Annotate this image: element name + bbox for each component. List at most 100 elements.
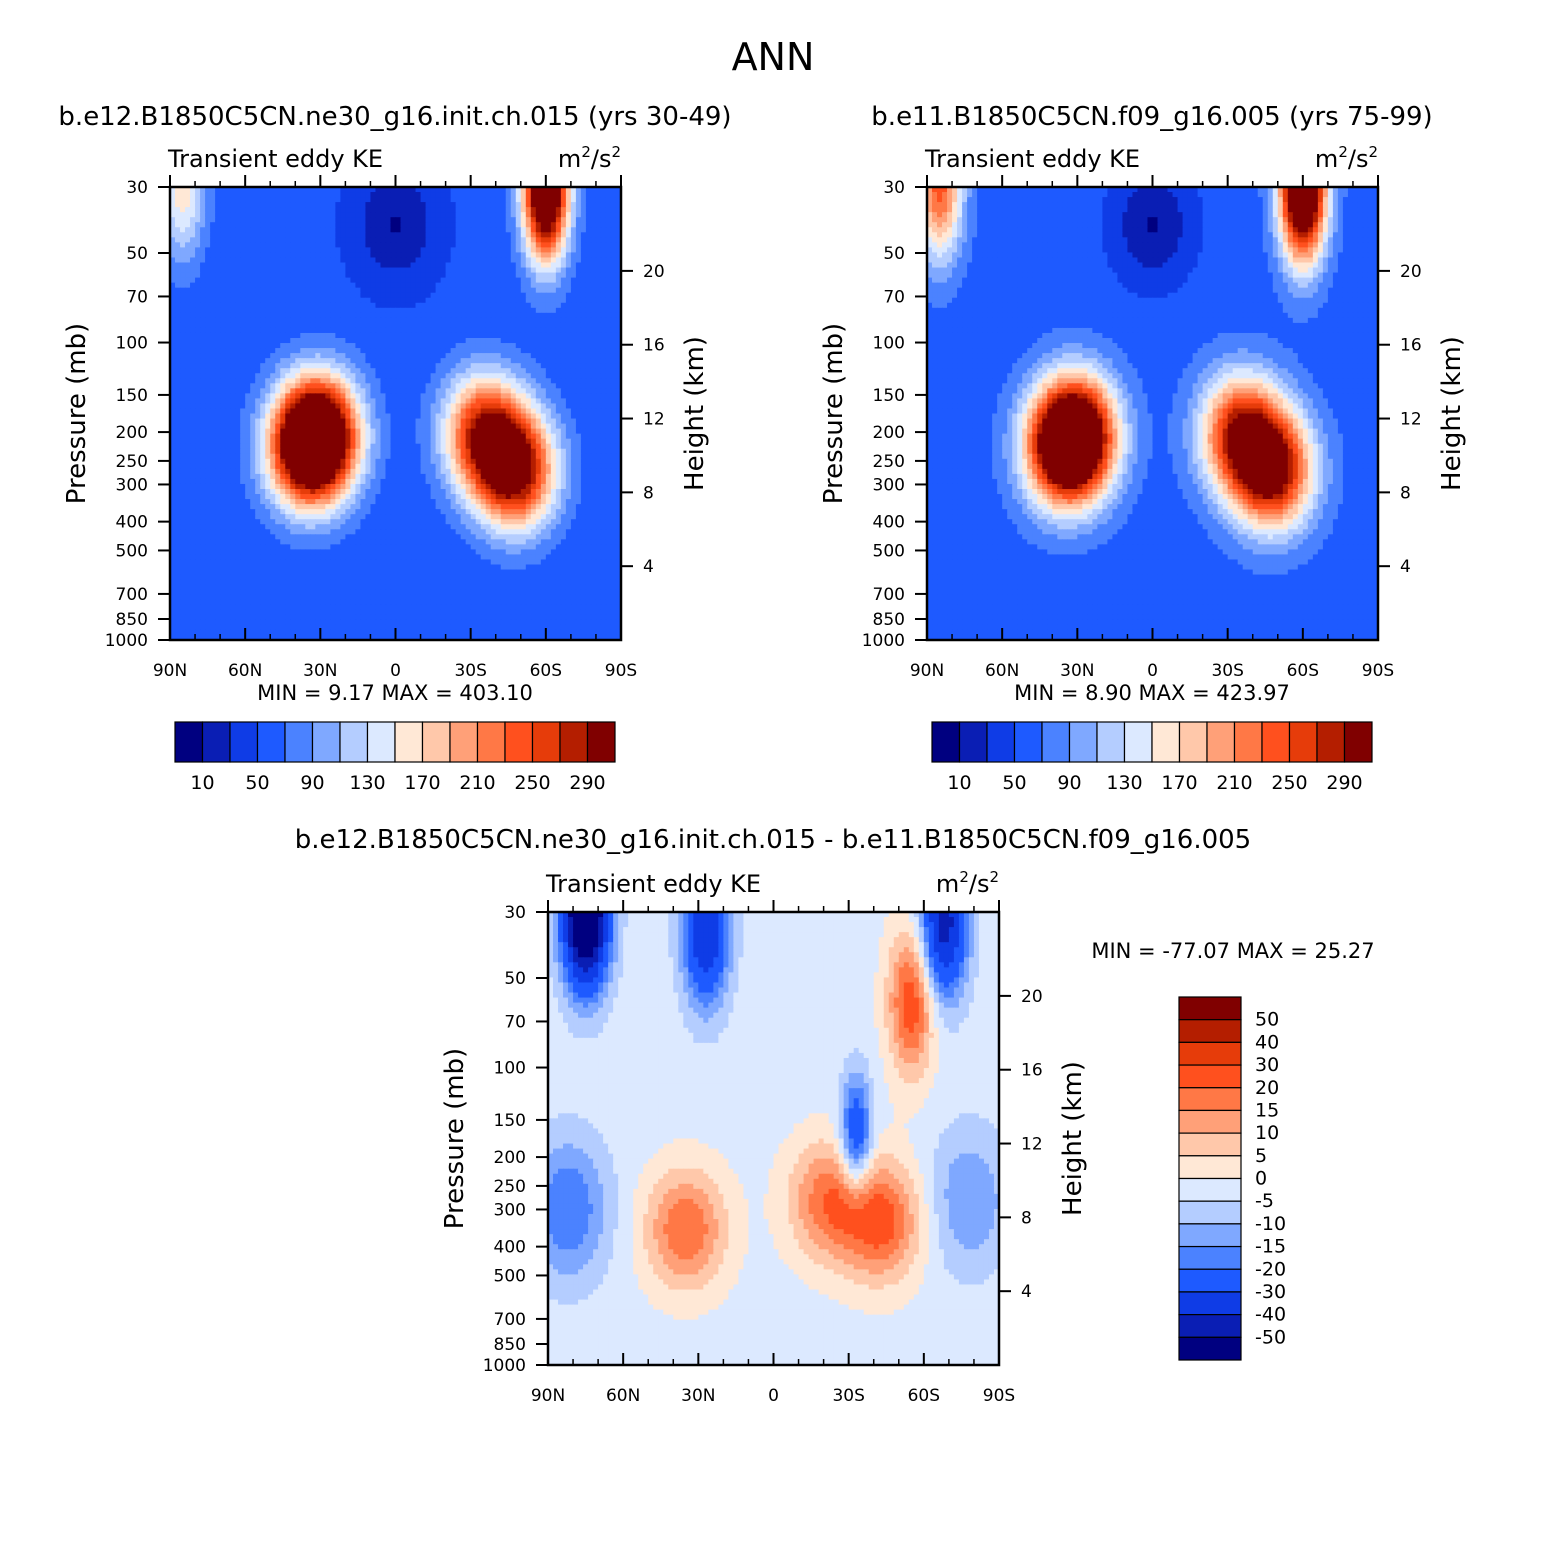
contour-cell (295, 322, 301, 329)
contour-cell (395, 413, 402, 420)
contour-cell (295, 257, 301, 264)
contour-cell (220, 262, 226, 269)
contour-cell (325, 202, 331, 208)
contour-cell (180, 207, 186, 213)
contour-cell (575, 262, 582, 269)
contour-cell (525, 287, 532, 294)
contour-cell (455, 312, 462, 319)
contour-cell (430, 237, 437, 243)
contour-cell (360, 187, 367, 193)
contour-cell (170, 453, 176, 460)
contour-cell (430, 227, 437, 233)
contour-cell (400, 393, 407, 399)
contour-cell (355, 403, 362, 410)
contour-cell (290, 332, 296, 339)
contour-cell (290, 257, 296, 264)
contour-cell (505, 212, 512, 218)
contour-cell (265, 217, 271, 223)
contour-cell (430, 277, 437, 284)
contour-cell (545, 322, 552, 329)
contour-cell (615, 282, 622, 289)
contour-cell (535, 217, 542, 223)
contour-cell (330, 438, 336, 445)
contour-cell (400, 322, 407, 329)
contour-cell (245, 348, 251, 354)
contour-cell (325, 312, 331, 319)
contour-cell (185, 358, 191, 364)
contour-cell (430, 272, 437, 279)
contour-cell (490, 202, 497, 208)
contour-cell (175, 207, 181, 213)
contour-cell (315, 227, 321, 233)
contour-cell (575, 363, 582, 369)
contour-cell (585, 262, 592, 269)
contour-cell (295, 353, 301, 359)
contour-cell (270, 443, 276, 450)
contour-cell (270, 423, 276, 430)
contour-cell (375, 247, 382, 254)
contour-cell (445, 418, 452, 425)
contour-cell (550, 423, 557, 430)
contour-cell (480, 433, 487, 440)
contour-cell (175, 317, 181, 324)
contour-cell (365, 282, 372, 289)
contour-cell (590, 433, 597, 440)
contour-cell (425, 242, 432, 248)
contour-cell (520, 388, 527, 394)
contour-cell (540, 247, 547, 254)
contour-cell (230, 277, 236, 284)
contour-cell (590, 458, 597, 465)
contour-cell (350, 428, 357, 435)
contour-cell (360, 267, 367, 274)
contour-cell (170, 212, 176, 218)
contour-cell (210, 458, 216, 465)
contour-cell (530, 197, 537, 203)
contour-cell (465, 378, 472, 384)
contour-cell (615, 338, 622, 344)
contour-cell (460, 358, 467, 364)
contour-cell (410, 433, 417, 440)
contour-cell (230, 227, 236, 233)
contour-cell (330, 332, 336, 339)
contour-cell (535, 262, 542, 269)
contour-cell (435, 262, 442, 269)
contour-cell (235, 423, 241, 430)
contour-cell (355, 363, 362, 369)
contour-cell (560, 197, 567, 203)
contour-cell (460, 272, 467, 279)
contour-cell (355, 428, 362, 435)
contour-cell (270, 317, 276, 324)
contour-cell (565, 237, 572, 243)
contour-cell (450, 237, 457, 243)
contour-cell (180, 232, 186, 238)
contour-cell (345, 267, 351, 274)
contour-cell (580, 388, 587, 394)
contour-cell (400, 292, 407, 299)
contour-cell (425, 398, 432, 405)
contour-cell (340, 222, 346, 228)
contour-cell (405, 358, 412, 364)
contour-cell (370, 207, 377, 213)
contour-cell (310, 438, 316, 445)
contour-cell (360, 287, 367, 294)
contour-cell (470, 247, 477, 254)
contour-cell (215, 222, 221, 228)
contour-cell (600, 418, 607, 425)
contour-cell (550, 438, 557, 445)
contour-cell (520, 282, 527, 289)
contour-cell (580, 287, 587, 294)
contour-cell (385, 458, 392, 465)
contour-cell (225, 262, 231, 269)
contour-cell (350, 458, 357, 465)
contour-cell (215, 187, 221, 193)
contour-cell (250, 327, 256, 334)
contour-cell (530, 282, 537, 289)
contour-cell (315, 448, 321, 455)
contour-cell (240, 423, 246, 430)
contour-cell (520, 222, 527, 228)
contour-cell (565, 312, 572, 319)
contour-cell (445, 247, 452, 254)
contour-cell (310, 242, 316, 248)
contour-cell (410, 363, 417, 369)
contour-cell (345, 227, 351, 233)
